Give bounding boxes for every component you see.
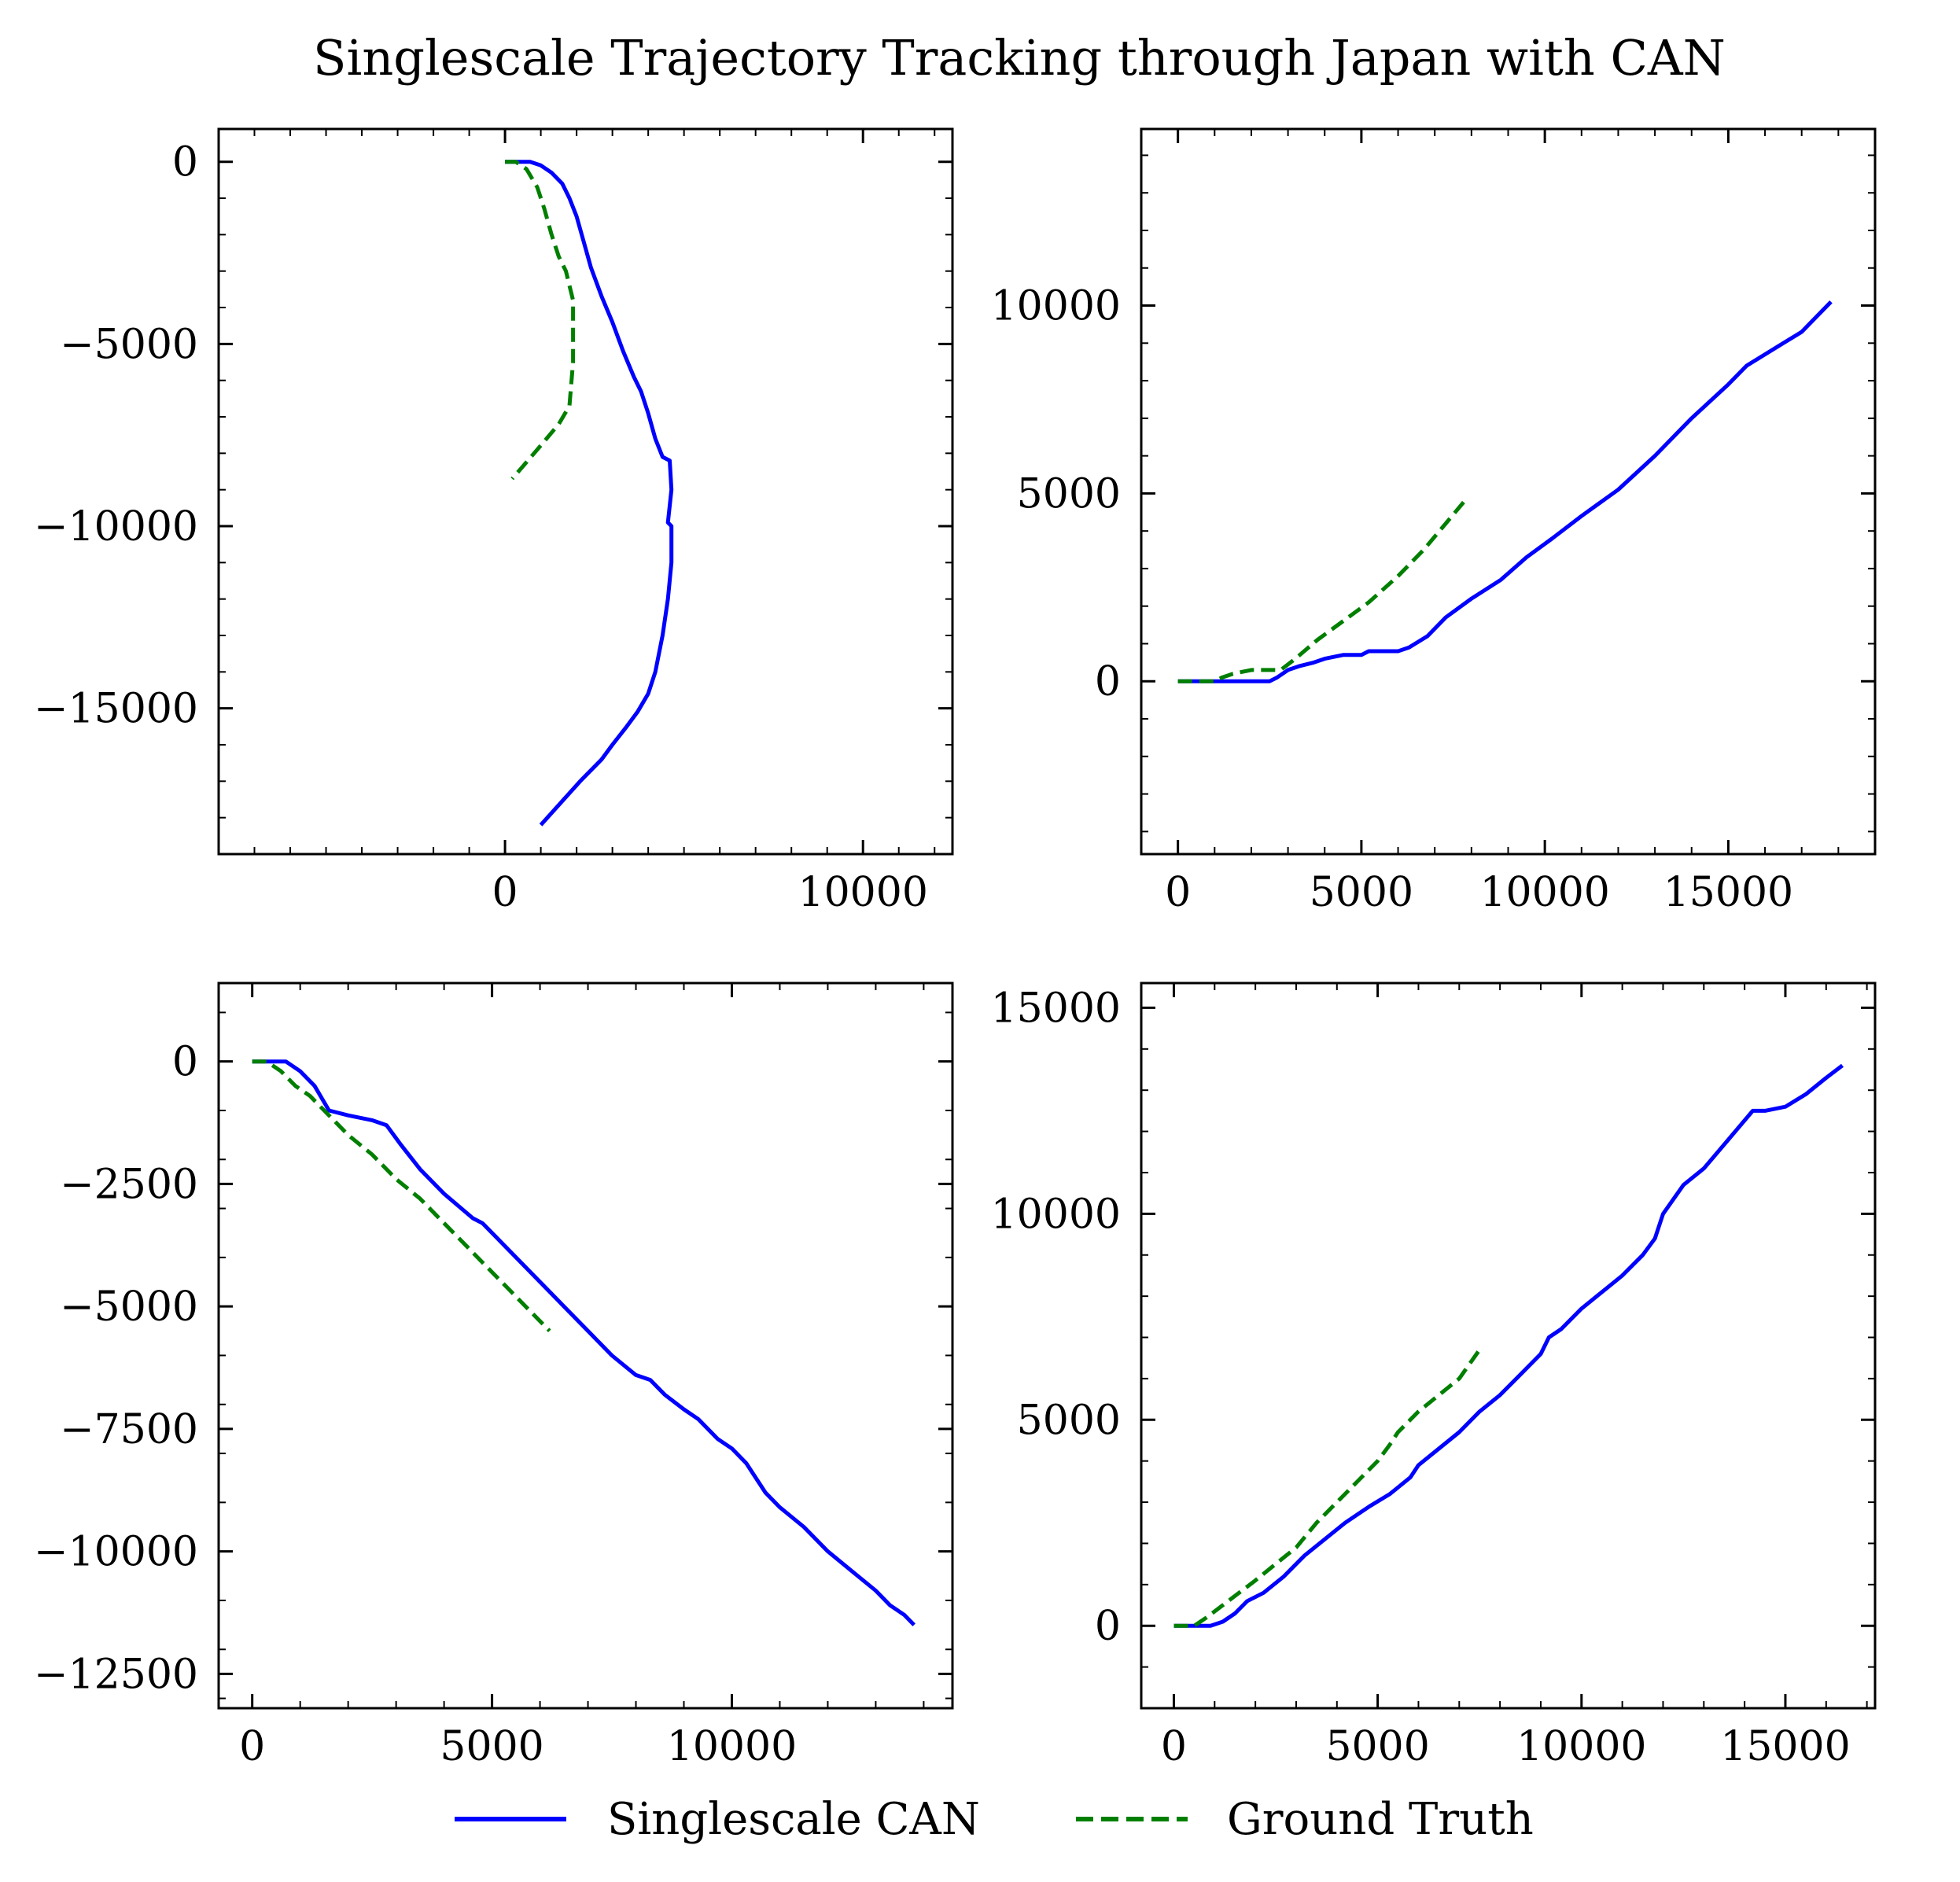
x-tick-label: 5000 — [440, 1723, 543, 1770]
axes-frame — [1140, 127, 1877, 856]
y-tick-label: −5000 — [60, 321, 198, 368]
subplot-bottom-right: 0 5000 10000 15000 0 5000 10000 15000 — [991, 982, 1877, 1770]
x-tick-label: 15000 — [1663, 869, 1793, 916]
axes-frame — [1140, 982, 1877, 1710]
singlescale-can-line — [1173, 1063, 1844, 1628]
y-tick-label: 10000 — [991, 283, 1121, 330]
y-tick-label: −12500 — [34, 1651, 198, 1698]
x-tick-label: 0 — [1161, 1723, 1187, 1770]
ground-truth-line — [252, 1059, 551, 1333]
figure-title: Singlescale Trajectory Tracking through … — [313, 29, 1726, 87]
y-tick-label: −2500 — [60, 1161, 198, 1208]
y-tick-label: 0 — [172, 1039, 198, 1086]
singlescale-can-line — [1177, 300, 1833, 683]
x-tick-label: 10000 — [798, 869, 928, 916]
singlescale-can-line — [252, 1059, 916, 1626]
legend-label-ground-truth: Ground Truth — [1227, 1794, 1534, 1845]
x-tick-label: 0 — [492, 869, 518, 916]
legend-label-singlescale-can: Singlescale CAN — [607, 1794, 980, 1845]
ground-truth-line — [1173, 1348, 1482, 1628]
ground-truth-line — [1177, 495, 1470, 683]
y-tick-label: −10000 — [34, 503, 198, 551]
y-tick-label: 0 — [172, 139, 198, 186]
x-tick-label: 0 — [1165, 869, 1191, 916]
x-tick-label: 15000 — [1720, 1723, 1850, 1770]
legend: Singlescale CAN Ground Truth — [455, 1794, 1534, 1845]
x-tick-label: 10000 — [1479, 869, 1609, 916]
subplot-bottom-left: 0 5000 10000 0 −2500 −5000 −7500 −10000 −12500 — [34, 982, 954, 1770]
x-tick-label: 5000 — [1325, 1723, 1429, 1770]
y-tick-label: 10000 — [991, 1191, 1121, 1238]
subplot-top-left: 0 10000 0 −5000 −10000 −15000 — [34, 127, 954, 916]
singlescale-can-line — [505, 160, 674, 827]
x-tick-label: 5000 — [1310, 869, 1413, 916]
y-tick-label: −5000 — [60, 1284, 198, 1331]
subplot-top-right: 0 5000 10000 15000 0 5000 10000 — [991, 127, 1877, 916]
y-tick-label: 5000 — [1017, 470, 1121, 517]
x-tick-label: 10000 — [667, 1723, 797, 1770]
y-tick-label: −15000 — [34, 686, 198, 733]
y-tick-label: 0 — [1095, 658, 1121, 705]
x-tick-label: 10000 — [1516, 1723, 1646, 1770]
y-tick-label: 15000 — [991, 985, 1121, 1032]
y-tick-label: 0 — [1095, 1603, 1121, 1650]
x-tick-label: 0 — [239, 1723, 265, 1770]
y-tick-label: 5000 — [1017, 1397, 1121, 1444]
y-tick-label: −10000 — [34, 1529, 198, 1576]
axes-frame — [217, 127, 954, 856]
ground-truth-line — [505, 160, 576, 481]
y-tick-label: −7500 — [60, 1406, 198, 1453]
axes-frame — [217, 982, 954, 1710]
